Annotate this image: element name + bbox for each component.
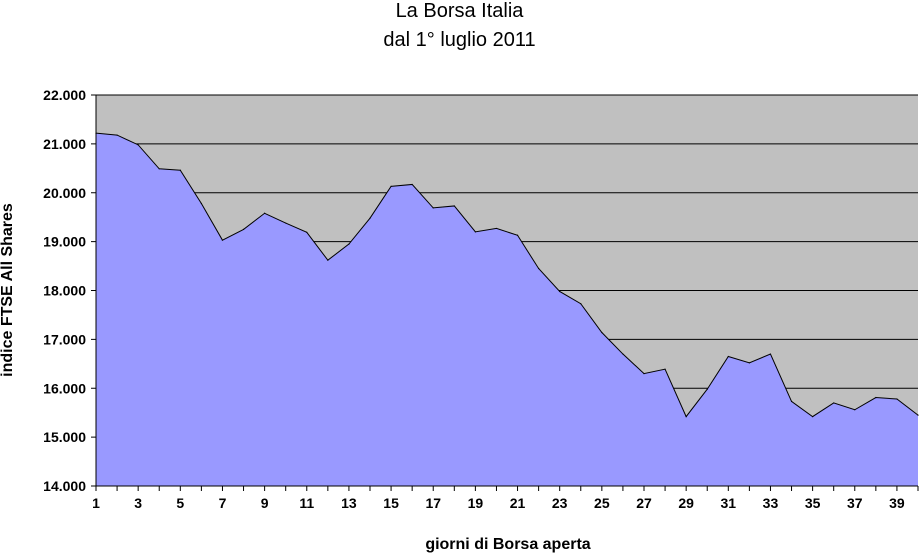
data-point (812, 415, 814, 418)
y-axis: 14.000 15.000 16.000 17.000 18.000 19.000 20.0… (43, 87, 97, 494)
data-points (95, 132, 919, 418)
data-point (348, 243, 350, 245)
y-tick-label: 17.000 (43, 331, 86, 347)
x-tick-label: 3 (134, 495, 142, 511)
x-tick-label: 17 (425, 495, 441, 511)
y-tick-label: 14.000 (43, 478, 86, 494)
y-tick-label: 15.000 (43, 429, 86, 445)
data-point (601, 331, 603, 334)
x-tick-label: 23 (552, 495, 568, 511)
x-tick-label: 1 (92, 495, 100, 511)
data-point (706, 388, 708, 390)
data-point (664, 368, 666, 370)
data-point (242, 228, 245, 231)
data-point (748, 362, 750, 364)
data-point (516, 234, 519, 236)
x-tick-label: 37 (847, 495, 863, 511)
x-tick-label: 29 (678, 495, 694, 511)
y-tick-label: 19.000 (43, 234, 86, 250)
data-point (285, 222, 287, 224)
x-tick-label: 35 (805, 495, 821, 511)
series-area (96, 133, 918, 486)
data-point (200, 202, 202, 205)
data-point (369, 217, 371, 219)
y-tick-label: 20.000 (43, 185, 86, 201)
data-point (474, 231, 476, 233)
chart-subtitle: dal 1° luglio 2011 (383, 29, 536, 51)
x-axis: 1 3 5 7 9 11 13 15 17 19 21 23 25 27 29 31 33 35 37 39 (92, 485, 919, 511)
data-point (495, 227, 498, 230)
x-tick-label: 5 (176, 495, 184, 511)
x-tick-label: 39 (889, 495, 905, 511)
data-point (790, 400, 793, 403)
x-tick-label: 7 (219, 495, 227, 511)
data-point (158, 168, 160, 170)
data-point (896, 398, 898, 400)
data-point (538, 267, 540, 270)
x-tick-label: 13 (341, 495, 357, 511)
y-tick-label: 16.000 (43, 380, 86, 396)
y-tick-label: 21.000 (43, 136, 86, 152)
x-axis-label: giorni di Borsa aperta (425, 536, 591, 553)
data-point (137, 144, 139, 146)
data-point (179, 169, 181, 171)
y-tick-label: 18.000 (43, 283, 86, 299)
x-tick-label: 21 (510, 495, 526, 511)
x-tick-label: 11 (299, 495, 314, 511)
data-point (854, 409, 856, 411)
x-tick-label: 31 (721, 495, 737, 511)
data-point (432, 207, 434, 209)
data-point (727, 355, 729, 358)
data-point (769, 353, 772, 355)
data-point (685, 415, 687, 418)
x-tick-label: 27 (636, 495, 652, 511)
data-point (453, 205, 455, 207)
data-point (622, 353, 624, 355)
x-tick-label: 25 (594, 495, 610, 511)
data-point (116, 134, 118, 136)
data-point (221, 239, 224, 241)
data-point (95, 132, 97, 134)
y-tick-label: 22.000 (43, 87, 86, 103)
data-point (833, 402, 835, 404)
data-point (390, 185, 392, 187)
data-point (643, 372, 645, 375)
x-tick-label: 9 (261, 495, 269, 511)
data-point (306, 231, 308, 233)
x-tick-label: 33 (763, 495, 779, 511)
data-point (580, 303, 582, 305)
y-axis-label: indice FTSE All Shares (0, 203, 16, 377)
x-tick-label: 19 (468, 495, 484, 511)
data-point (875, 396, 877, 399)
data-point (411, 183, 413, 186)
chart-title: La Borsa Italia (395, 0, 524, 22)
data-point (264, 212, 266, 214)
data-point (327, 259, 329, 261)
series-line (95, 132, 919, 418)
data-point (559, 290, 561, 293)
data-point (917, 414, 919, 416)
x-tick-label: 15 (383, 495, 399, 511)
